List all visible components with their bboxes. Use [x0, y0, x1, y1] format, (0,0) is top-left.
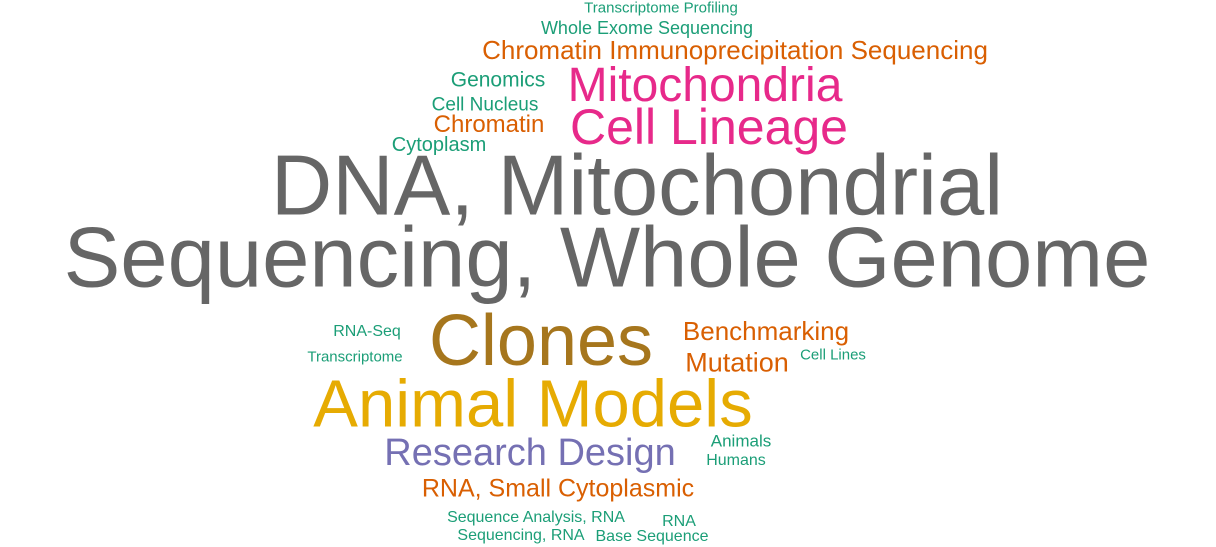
word-transcriptome-profiling: Transcriptome Profiling	[584, 0, 738, 17]
word-cell-lineage: Cell Lineage	[570, 99, 848, 155]
word-whole-exome-sequencing: Whole Exome Sequencing	[540, 18, 754, 38]
word-chromatin: Chromatin	[433, 111, 545, 138]
word-mutation: Mutation	[685, 347, 789, 378]
word-dna-mitochondrial: DNA, Mitochondrial	[270, 138, 1004, 234]
word-rna-small-cytoplasmic: RNA, Small Cytoplasmic	[421, 474, 695, 503]
word-mitochondria: Mitochondria	[567, 59, 843, 112]
word-sequencing-rna: Sequencing, RNA	[457, 527, 585, 544]
word-genomics: Genomics	[450, 68, 546, 92]
word-cell-nucleus: Cell Nucleus	[431, 94, 539, 116]
word-sequence-analysis-rna: Sequence Analysis, RNA	[447, 509, 625, 526]
word-animal-models: Animal Models	[313, 366, 753, 442]
word-benchmarking: Benchmarking	[682, 316, 850, 346]
word-rna-seq: RNA-Seq	[333, 323, 401, 340]
word-humans: Humans	[706, 452, 766, 469]
word-research-design: Research Design	[384, 432, 676, 474]
word-animals: Animals	[710, 431, 772, 451]
word-rna: RNA	[662, 513, 696, 530]
word-cell-lines: Cell Lines	[800, 346, 866, 364]
word-chromatin-immunoprecipitation-sequencing: Chromatin Immunoprecipitation Sequencing	[482, 35, 988, 65]
word-cytoplasm: Cytoplasm	[391, 134, 487, 156]
word-sequencing-whole-genome: Sequencing, Whole Genome	[63, 210, 1151, 306]
word-base-sequence: Base Sequence	[595, 528, 709, 545]
word-clones: Clones	[428, 301, 654, 381]
word-transcriptome: Transcriptome	[307, 348, 403, 366]
